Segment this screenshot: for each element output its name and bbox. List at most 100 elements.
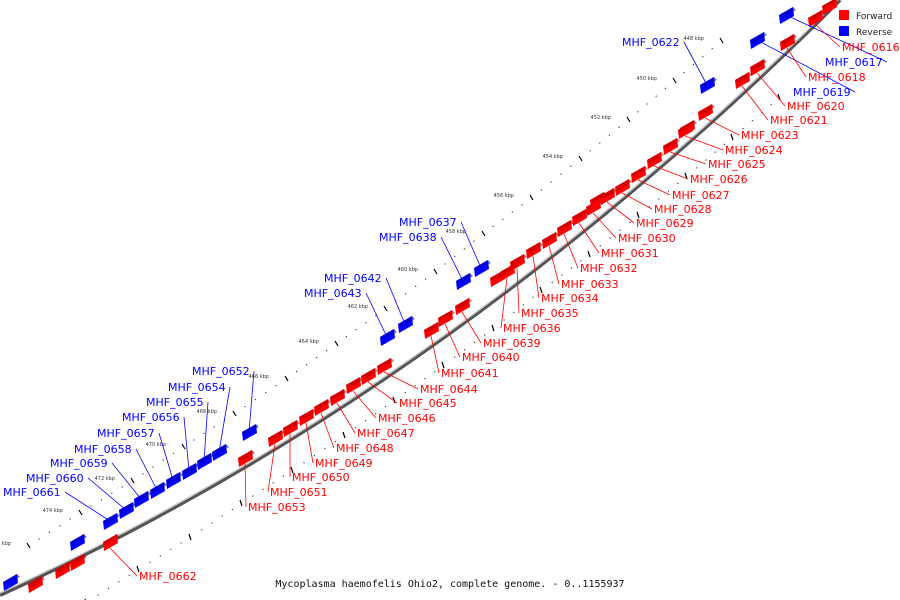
legend-forward-label: Forward	[856, 12, 892, 22]
outer-scale-dot	[59, 525, 61, 527]
leader-line	[704, 117, 740, 136]
leader-line	[532, 255, 540, 299]
outer-scale-dot	[702, 56, 704, 58]
leader-line	[305, 422, 314, 464]
gene-shade	[474, 260, 491, 271]
gene-label-text: MHF_0638	[379, 231, 437, 244]
label-mhf-0638: MHF_0638	[379, 231, 464, 282]
label-mhf-0644: MHF_0644	[383, 371, 478, 396]
inner-tick-mark	[636, 211, 640, 219]
tick-mark	[26, 542, 31, 549]
leader-line	[756, 72, 786, 107]
leader-line	[218, 386, 231, 453]
outer-scale-dot	[121, 486, 123, 488]
gene-shade	[438, 310, 455, 321]
tick-label: 460 kbp	[398, 267, 418, 273]
label-mhf-0639: MHF_0639	[461, 311, 541, 350]
tick-mark	[578, 155, 583, 162]
gene-label-text: MHF_0655	[146, 396, 204, 409]
gene-unlabeled	[490, 270, 507, 287]
gene-mhf-0631	[572, 209, 589, 226]
gene-unlabeled	[822, 0, 839, 15]
gene-shade	[55, 562, 72, 573]
leader-line	[183, 416, 190, 472]
tick-466-kbp: 466 kbp	[249, 374, 346, 439]
leader-line	[248, 370, 255, 433]
tick-458-kbp: 458 kbp	[446, 229, 543, 294]
tick-label: 472 kbp	[95, 476, 115, 482]
gene-label-text: MHF_0616	[842, 41, 900, 54]
gene-label-text: MHF_0640	[462, 351, 520, 364]
tick-label: 448 kbp	[684, 36, 704, 42]
outer-scale-dot	[425, 278, 427, 280]
leader-line	[578, 222, 600, 254]
outer-scale-dot	[415, 285, 417, 287]
gene-label-text: MHF_0642	[324, 272, 382, 285]
gene-label-text: MHF_0631	[601, 247, 659, 260]
label-mhf-0618: MHF_0618	[786, 47, 866, 84]
leader-line	[352, 390, 377, 419]
outer-scale-dot	[172, 452, 174, 454]
gene-shade	[330, 389, 347, 400]
gene-mhf-0639	[455, 298, 472, 315]
leader-line	[500, 277, 508, 329]
gene-label-text: MHF_0660	[26, 472, 84, 485]
inner-scale-dot	[424, 378, 426, 380]
gene-label-text: MHF_0619	[793, 86, 851, 99]
gene-mhf-0645	[361, 368, 378, 385]
gene-label-text: MHF_0644	[420, 383, 478, 396]
inner-tick-mark	[290, 466, 294, 474]
gene-mhf-0657	[166, 472, 183, 489]
gene-shade	[103, 513, 120, 524]
gene-shade	[455, 298, 472, 309]
label-mhf-0632: MHF_0632	[563, 233, 638, 275]
gene-label-text: MHF_0633	[561, 278, 619, 291]
gene-label-text: MHF_0648	[336, 442, 394, 455]
gene-mhf-0656	[182, 463, 199, 480]
label-mhf-0619: MHF_0619	[756, 39, 856, 99]
tick-460-kbp: 460 kbp	[398, 267, 495, 332]
inner-tick-mark	[684, 172, 688, 180]
inner-scale-dot	[365, 420, 367, 422]
leader-line	[592, 212, 617, 239]
tick-456-kbp: 456 kbp	[494, 193, 591, 258]
outer-scale-dot	[38, 538, 40, 540]
leader-line	[111, 462, 142, 500]
leader-line	[669, 151, 707, 165]
gene-features	[3, 0, 839, 593]
outer-scale-dot	[511, 211, 513, 213]
tick-mark	[626, 116, 631, 123]
tick-476-kbp: 476 kbp	[0, 541, 86, 600]
inner-scale-dot	[696, 167, 698, 169]
gene-label-text: MHF_0639	[483, 337, 541, 350]
inner-scale-dot	[231, 508, 233, 510]
gene-label-text: MHF_0650	[292, 471, 350, 484]
inner-tick-mark	[188, 533, 192, 541]
label-mhf-0652: MHF_0652	[192, 365, 255, 433]
gene-shade	[150, 482, 167, 493]
gene-shade	[647, 152, 664, 163]
inner-scale-dot	[128, 574, 130, 576]
gene-unlabeled	[70, 534, 87, 551]
label-mhf-0658: MHF_0658	[74, 443, 158, 491]
tick-472-kbp: 472 kbp	[95, 476, 192, 541]
inner-scale-dot	[180, 542, 182, 544]
tick-mark	[181, 443, 186, 450]
inner-scale-dot	[667, 190, 669, 192]
label-mhf-0661: MHF_0661	[3, 486, 111, 522]
gene-mhf-0659	[134, 491, 151, 508]
inner-tick-mark	[491, 324, 495, 332]
gene-shade	[182, 463, 199, 474]
outer-scale-dot	[664, 87, 666, 89]
gene-label-text: MHF_0651	[270, 486, 328, 499]
leader-line	[244, 463, 247, 508]
gene-label-text: MHF_0636	[503, 322, 561, 335]
inner-scale-dot	[201, 529, 203, 531]
outer-scale-dot	[326, 350, 328, 352]
gene-label-text: MHF_0643	[304, 287, 362, 300]
outer-scale-dot	[711, 48, 713, 50]
tick-label: 462 kbp	[348, 304, 368, 310]
leader-line	[548, 245, 560, 285]
outer-scale-dot	[203, 432, 205, 434]
label-mhf-0623: MHF_0623	[704, 117, 799, 142]
